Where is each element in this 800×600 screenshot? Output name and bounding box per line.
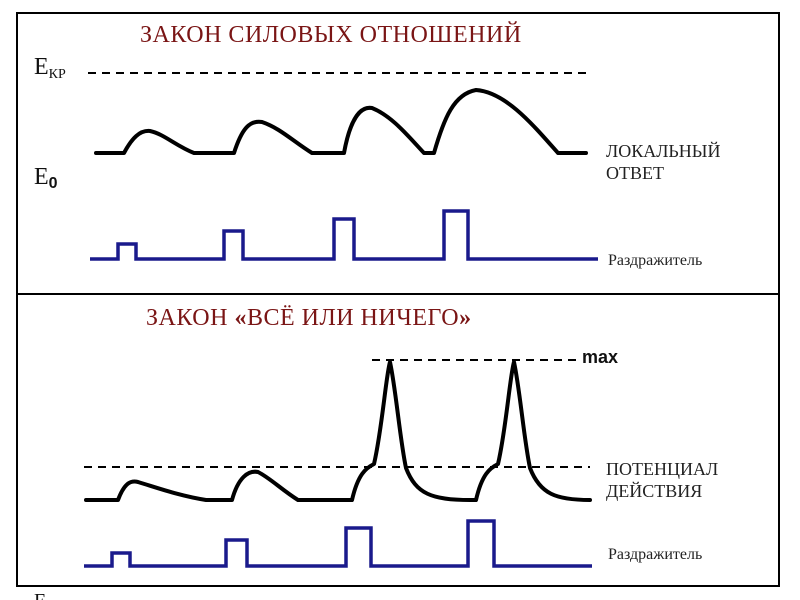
critical-threshold-subscript: КР [48, 67, 66, 82]
critical-threshold-label: EКР [34, 54, 66, 83]
resting-level-label: E0 [34, 164, 58, 193]
resting-level-subscript: 0 [48, 175, 58, 192]
all-or-none-panel [16, 295, 780, 587]
cropped-footer-text: E [34, 590, 46, 600]
action-potential-label-line2: ДЕЙСТВИЯ [606, 481, 703, 501]
action-potential-label: ПОТЕНЦИАЛ ДЕЙСТВИЯ [606, 458, 718, 502]
top-stimulus-curve [90, 209, 598, 261]
resting-level-letter: E [34, 164, 49, 190]
local-response-curve [94, 88, 588, 155]
local-response-label-line1: ЛОКАЛЬНЫЙ [606, 141, 721, 161]
top-stimulus-label: Раздражитель [608, 252, 703, 269]
title-close-quote: » [459, 305, 472, 331]
all-or-none-title: ЗАКОН «ВСЁ ИЛИ НИЧЕГО» [146, 305, 472, 332]
strength-relation-panel [16, 12, 780, 295]
action-potential-curve [84, 360, 592, 502]
local-response-label-line2: ОТВЕТ [606, 163, 664, 183]
critical-threshold-letter: E [34, 54, 49, 80]
all-or-none-title-prefix: ЗАКОН [146, 305, 235, 331]
bottom-stimulus-curve [84, 519, 592, 568]
strength-relation-title: ЗАКОН СИЛОВЫХ ОТНОШЕНИЙ [140, 22, 522, 48]
title-open-quote: « [234, 305, 247, 331]
all-or-none-title-main: ВСЁ ИЛИ НИЧЕГО [246, 305, 460, 331]
bottom-stimulus-label: Раздражитель [608, 546, 703, 563]
action-potential-label-line1: ПОТЕНЦИАЛ [606, 459, 719, 479]
max-label: max [582, 347, 619, 367]
local-response-label: ЛОКАЛЬНЫЙ ОТВЕТ [606, 140, 720, 184]
